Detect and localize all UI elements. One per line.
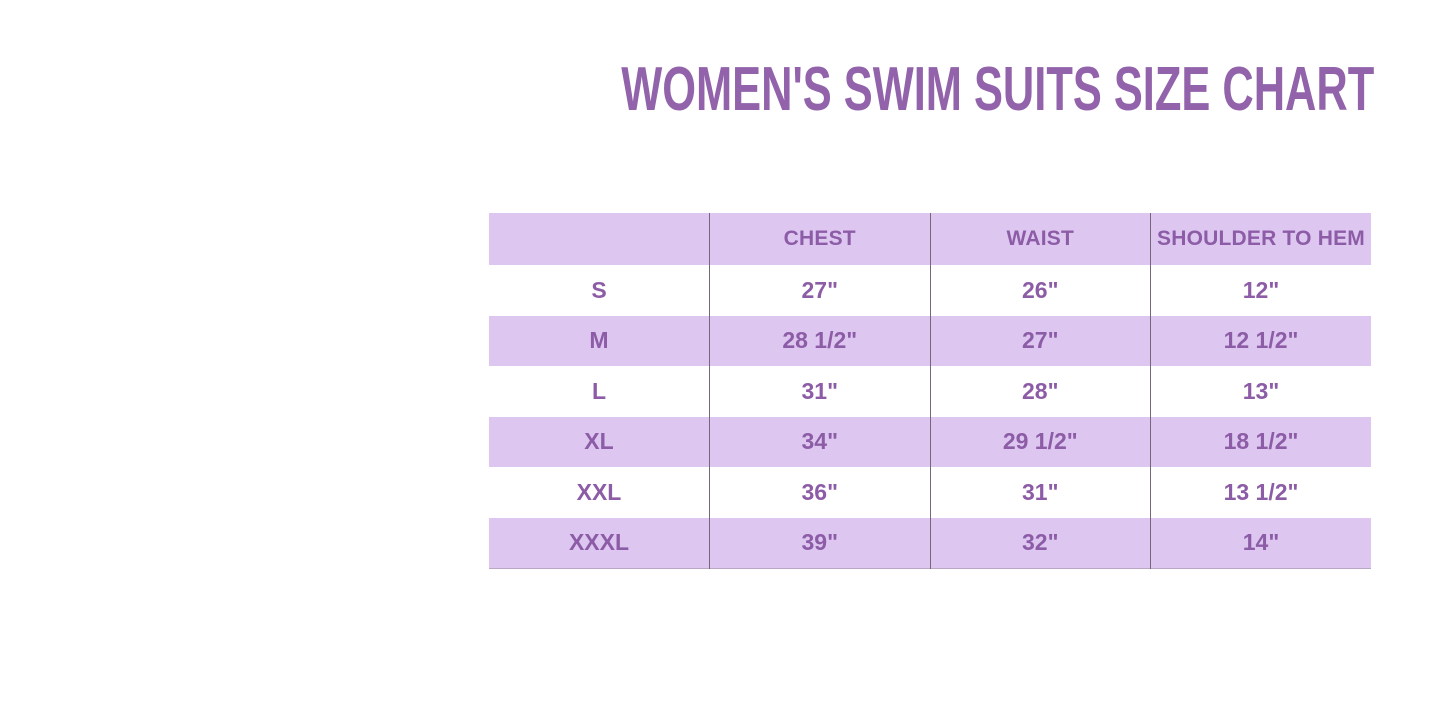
measurement-cell: 28" — [929, 366, 1151, 417]
measurement-cell: 14" — [1150, 517, 1371, 568]
size-label-cell: M — [589, 327, 609, 354]
measurement-cell: 12" — [1150, 265, 1371, 316]
measurement-cell: 26" — [929, 265, 1151, 316]
table-header-row: CHEST WAIST SHOULDER TO HEM — [489, 213, 1371, 265]
size-table-head: CHEST WAIST SHOULDER TO HEM — [489, 213, 1371, 265]
measurement-cell: 28 1/2" — [709, 315, 930, 366]
measurement-cell: 13 1/2" — [1150, 467, 1371, 518]
measurement-cell: 18 1/2" — [1150, 416, 1371, 467]
table-row: XXXL 39" 32" 14" — [489, 517, 1371, 568]
measurement-cell: 29 1/2" — [929, 416, 1151, 467]
size-label-cell: XXL — [576, 478, 622, 505]
table-row: XXL 36" 31" 13 1/2" — [489, 467, 1371, 518]
measurement-cell: 13" — [1150, 366, 1371, 417]
size-label-cell: S — [591, 276, 607, 303]
column-header-size — [489, 213, 710, 265]
measurement-cell: 27" — [709, 265, 930, 316]
measurement-cell: 34" — [709, 416, 930, 467]
measurement-cell: 39" — [709, 517, 930, 568]
size-table-body: S 27" 26" 12" M 28 1/2" 27" 12 1/2" L 31" 28" 13" XL… — [489, 265, 1371, 568]
size-table: CHEST WAIST SHOULDER TO HEM S 27" 26" 12" M 28 … — [489, 213, 1371, 569]
title-block: WOMEN'S SWIM SUITS SIZE CHART — [489, 55, 1375, 124]
measurement-cell: 36" — [709, 467, 930, 518]
table-row: S 27" 26" 12" — [489, 265, 1371, 316]
column-header-waist: WAIST — [929, 213, 1151, 265]
measurement-cell: 12 1/2" — [1150, 315, 1371, 366]
page-title: WOMEN'S SWIM SUITS SIZE CHART — [621, 55, 1375, 124]
measurement-cell: 32" — [929, 517, 1151, 568]
column-header-shoulder-to-hem: SHOULDER TO HEM — [1150, 213, 1371, 265]
size-table-container: CHEST WAIST SHOULDER TO HEM S 27" 26" 12" M 28 … — [489, 213, 1371, 569]
table-row: XL 34" 29 1/2" 18 1/2" — [489, 416, 1371, 467]
size-label-cell: L — [591, 377, 607, 404]
measurement-cell: 31" — [709, 366, 930, 417]
measurement-cell: 31" — [929, 467, 1151, 518]
column-header-chest: CHEST — [709, 213, 930, 265]
size-label-cell: XXXL — [568, 529, 630, 555]
measurement-cell: 27" — [929, 315, 1151, 366]
size-label-cell: XL — [584, 428, 614, 455]
table-row: M 28 1/2" 27" 12 1/2" — [489, 315, 1371, 366]
table-row: L 31" 28" 13" — [489, 366, 1371, 417]
